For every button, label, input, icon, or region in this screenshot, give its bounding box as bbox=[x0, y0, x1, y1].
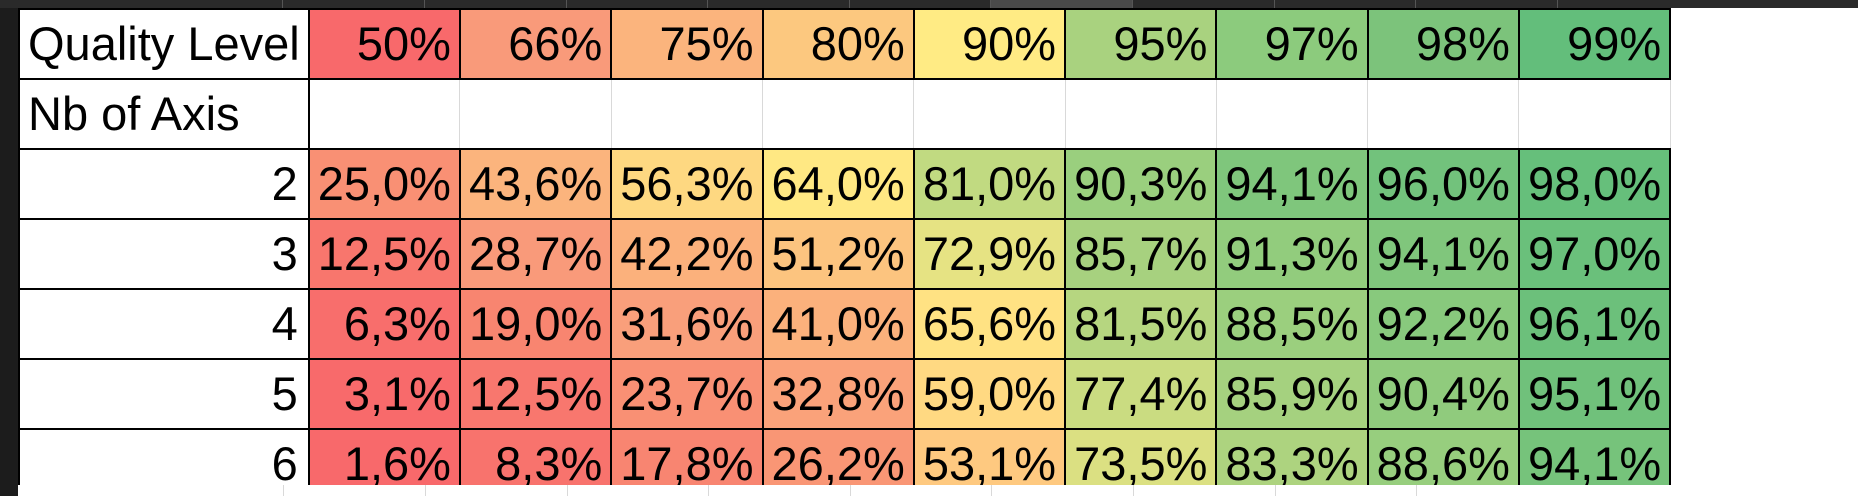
empty-cell[interactable] bbox=[610, 78, 764, 150]
value-cell[interactable]: 1,6% bbox=[307, 428, 461, 496]
empty-cell[interactable] bbox=[913, 78, 1066, 150]
value-cell[interactable]: 25,0% bbox=[307, 148, 461, 220]
value-cell[interactable]: 26,2% bbox=[761, 428, 915, 496]
value-cell[interactable]: 56,3% bbox=[610, 148, 764, 220]
value-cell[interactable]: 83,3% bbox=[1215, 428, 1369, 496]
row-header-bar bbox=[0, 0, 18, 496]
table-row: 5 3,1% 12,5% 23,7% 32,8% 59,0% 77,4% 85,9% 90,4%… bbox=[18, 358, 1672, 430]
axis-label-row: Nb of Axis bbox=[18, 78, 1671, 150]
quality-table: Quality Level 50% 66% 75% 80% 90% 95% 97… bbox=[18, 8, 1672, 496]
table-row: 4 6,3% 19,0% 31,6% 41,0% 65,6% 81,5% 88,5% 92,2%… bbox=[18, 288, 1672, 360]
value-cell[interactable]: 90,4% bbox=[1366, 358, 1520, 430]
level-cell[interactable]: 80% bbox=[761, 8, 915, 80]
level-cell[interactable]: 99% bbox=[1517, 8, 1672, 80]
column-header-b[interactable] bbox=[283, 0, 425, 8]
value-cell[interactable]: 43,6% bbox=[458, 148, 613, 220]
column-header-f[interactable] bbox=[850, 0, 991, 8]
header-row: Quality Level 50% 66% 75% 80% 90% 95% 97… bbox=[18, 8, 1672, 80]
value-cell[interactable]: 73,5% bbox=[1064, 428, 1218, 496]
value-cell[interactable]: 90,3% bbox=[1064, 148, 1218, 220]
data-rows: 2 25,0% 43,6% 56,3% 64,0% 81,0% 90,3% 94,1% 96,0… bbox=[18, 148, 1672, 496]
value-cell[interactable]: 72,9% bbox=[912, 218, 1067, 290]
value-cell[interactable]: 94,1% bbox=[1215, 148, 1369, 220]
value-cell[interactable]: 81,0% bbox=[912, 148, 1067, 220]
nb-of-axis-label[interactable]: Nb of Axis bbox=[18, 78, 310, 150]
axis-count-cell[interactable]: 4 bbox=[18, 288, 310, 360]
value-cell[interactable]: 41,0% bbox=[761, 288, 915, 360]
table-row: 6 1,6% 8,3% 17,8% 26,2% 53,1% 73,5% 83,3% 88,6% 9… bbox=[18, 428, 1672, 496]
level-cell[interactable]: 95% bbox=[1064, 8, 1218, 80]
value-cell[interactable]: 64,0% bbox=[761, 148, 915, 220]
table-row: 2 25,0% 43,6% 56,3% 64,0% 81,0% 90,3% 94,1% 96,0… bbox=[18, 148, 1672, 220]
value-cell[interactable]: 28,7% bbox=[458, 218, 613, 290]
value-cell[interactable]: 96,0% bbox=[1366, 148, 1520, 220]
value-cell[interactable]: 3,1% bbox=[307, 358, 461, 430]
value-cell[interactable]: 12,5% bbox=[458, 358, 613, 430]
empty-cell[interactable] bbox=[459, 78, 612, 150]
value-cell[interactable]: 81,5% bbox=[1064, 288, 1218, 360]
value-cell[interactable]: 94,1% bbox=[1366, 218, 1520, 290]
column-header-h[interactable] bbox=[1133, 0, 1275, 8]
level-cell[interactable]: 66% bbox=[458, 8, 613, 80]
value-cell[interactable]: 95,1% bbox=[1517, 358, 1672, 430]
empty-row-area bbox=[18, 485, 1858, 496]
value-cell[interactable]: 85,7% bbox=[1064, 218, 1218, 290]
table-row: 3 12,5% 28,7% 42,2% 51,2% 72,9% 85,7% 91,3% 94,1… bbox=[18, 218, 1672, 290]
value-cell[interactable]: 51,2% bbox=[761, 218, 915, 290]
column-header-bar bbox=[0, 0, 1858, 8]
column-header-e[interactable] bbox=[708, 0, 850, 8]
value-cell[interactable]: 19,0% bbox=[458, 288, 613, 360]
value-cell[interactable]: 23,7% bbox=[610, 358, 764, 430]
column-header-g[interactable] bbox=[991, 0, 1133, 8]
value-cell[interactable]: 94,1% bbox=[1517, 428, 1672, 496]
axis-count-cell[interactable]: 3 bbox=[18, 218, 310, 290]
value-cell[interactable]: 88,5% bbox=[1215, 288, 1369, 360]
empty-cell[interactable] bbox=[1518, 78, 1671, 150]
value-cell[interactable]: 88,6% bbox=[1366, 428, 1520, 496]
value-cell[interactable]: 32,8% bbox=[761, 358, 915, 430]
level-cell[interactable]: 90% bbox=[912, 8, 1067, 80]
empty-cell[interactable] bbox=[1367, 78, 1520, 150]
value-cell[interactable]: 65,6% bbox=[912, 288, 1067, 360]
value-cell[interactable]: 98,0% bbox=[1517, 148, 1672, 220]
level-cell[interactable]: 97% bbox=[1215, 8, 1369, 80]
value-cell[interactable]: 6,3% bbox=[307, 288, 461, 360]
value-cell[interactable]: 91,3% bbox=[1215, 218, 1369, 290]
value-cell[interactable]: 53,1% bbox=[912, 428, 1067, 496]
value-cell[interactable]: 12,5% bbox=[307, 218, 461, 290]
level-cell[interactable]: 75% bbox=[610, 8, 764, 80]
value-cell[interactable]: 31,6% bbox=[610, 288, 764, 360]
column-header-j[interactable] bbox=[1416, 0, 1558, 8]
axis-count-cell[interactable]: 5 bbox=[18, 358, 310, 430]
quality-level-label[interactable]: Quality Level bbox=[18, 8, 310, 80]
level-cell[interactable]: 50% bbox=[307, 8, 461, 80]
value-cell[interactable]: 77,4% bbox=[1064, 358, 1218, 430]
axis-count-cell[interactable]: 2 bbox=[18, 148, 310, 220]
value-cell[interactable]: 97,0% bbox=[1517, 218, 1672, 290]
empty-cell[interactable] bbox=[308, 78, 461, 150]
value-cell[interactable]: 8,3% bbox=[458, 428, 613, 496]
value-cell[interactable]: 92,2% bbox=[1366, 288, 1520, 360]
value-cell[interactable]: 42,2% bbox=[610, 218, 764, 290]
empty-cell[interactable] bbox=[1215, 78, 1369, 150]
column-header-a[interactable] bbox=[18, 0, 283, 8]
value-cell[interactable]: 85,9% bbox=[1215, 358, 1369, 430]
column-header-c[interactable] bbox=[425, 0, 567, 8]
column-header-i[interactable] bbox=[1275, 0, 1416, 8]
value-cell[interactable]: 17,8% bbox=[610, 428, 764, 496]
level-cell[interactable]: 98% bbox=[1366, 8, 1520, 80]
value-cell[interactable]: 59,0% bbox=[912, 358, 1067, 430]
axis-count-cell[interactable]: 6 bbox=[18, 428, 310, 496]
empty-cell[interactable] bbox=[762, 78, 915, 150]
column-header-d[interactable] bbox=[567, 0, 708, 8]
empty-cell[interactable] bbox=[1064, 78, 1217, 150]
value-cell[interactable]: 96,1% bbox=[1517, 288, 1672, 360]
